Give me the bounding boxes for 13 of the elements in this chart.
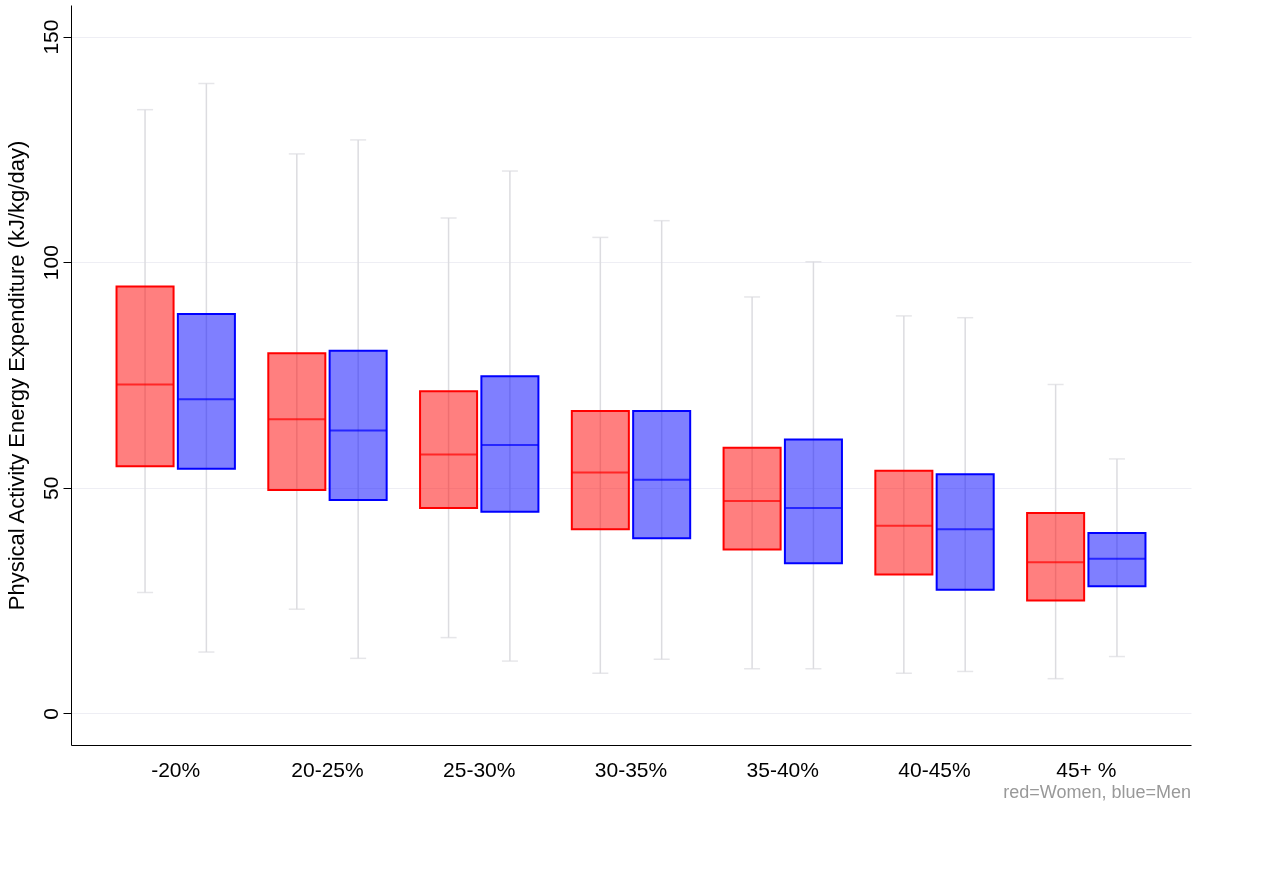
- x-tick-label: -20%: [151, 757, 201, 781]
- x-tick-label: 35-40%: [746, 757, 819, 781]
- x-tick-label: 40-45%: [898, 757, 971, 781]
- x-tick-label: 20-25%: [291, 757, 364, 781]
- y-tick-label: 150: [38, 19, 62, 55]
- x-tick-label: 45+ %: [1056, 757, 1117, 781]
- y-tick-label: 50: [38, 476, 62, 500]
- y-tick-label: 0: [38, 708, 62, 720]
- x-tick-label: 30-35%: [594, 757, 668, 781]
- x-tick-label: 25-30%: [443, 757, 516, 781]
- y-axis-title: Physical Activity Energy Expenditure (kJ/kg/day): [3, 140, 29, 611]
- text: red=Women, blue=Men: [1003, 782, 1191, 802]
- y-tick-label: 100: [38, 245, 62, 281]
